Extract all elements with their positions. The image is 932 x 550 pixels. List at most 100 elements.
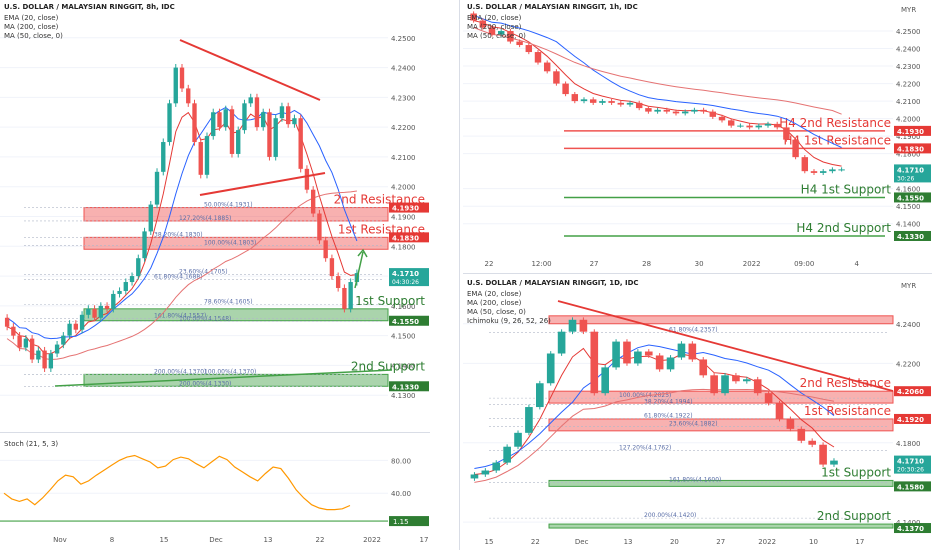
candle-body — [764, 123, 772, 126]
x-tick-label: 22 — [485, 260, 494, 268]
x-tick-label: 15 — [160, 536, 169, 544]
candle-body — [23, 338, 29, 348]
zone-label-resistance: 1st Resistance — [804, 404, 891, 418]
candle-body — [286, 106, 291, 125]
candle-body — [292, 118, 297, 125]
zone-support — [548, 479, 894, 487]
candle-body — [691, 109, 698, 112]
one-hour-chart-panel[interactable]: 4.2500 4.2400 4.2300 4.2200 4.2100 4.2000 4.19… — [463, 0, 932, 272]
zone-label-resistance: 2nd Resistance — [800, 376, 891, 390]
chart-title: U.S. DOLLAR / MALAYSIAN RINGGIT, 1D, IDC — [467, 279, 639, 287]
candle-body — [329, 258, 335, 277]
candle-body — [732, 375, 740, 382]
candle-body — [635, 102, 643, 109]
stochastic-panel[interactable]: Stoch (21, 5, 3) 80.00 40.00 1.15 Nov 8 15 Dec 1… — [0, 434, 430, 550]
candle-body — [590, 331, 599, 394]
candle-body — [117, 290, 122, 294]
candle-body — [123, 282, 128, 291]
candle-body — [775, 403, 784, 419]
fib-label: 200.00%(4.1370) — [154, 368, 206, 375]
candle-body — [699, 359, 708, 376]
fib-label: 61.80%(4.1688) — [154, 274, 203, 281]
fib-label: 100.00%(4.1370) — [204, 368, 256, 375]
candle-body — [335, 276, 341, 288]
candle-body — [543, 62, 551, 72]
candle-body — [562, 83, 569, 95]
candle-body — [700, 109, 707, 112]
y-tick-label: 4.2100 — [391, 154, 416, 162]
price-tag — [894, 143, 931, 154]
x-tick-label: 2022 — [363, 536, 381, 544]
candle-body — [310, 189, 316, 214]
candle-body — [173, 67, 178, 104]
candle-body — [507, 31, 514, 42]
candle-body — [481, 470, 490, 475]
candle-body — [666, 357, 675, 370]
candle-body — [470, 474, 479, 479]
price-tag-value: 4.1550 — [392, 318, 419, 326]
chart-title: U.S. DOLLAR / MALAYSIAN RINGGIT, 8h, IDC — [4, 3, 175, 11]
candle-body — [783, 127, 790, 140]
vertical-divider — [459, 0, 460, 550]
candle-body — [525, 407, 533, 433]
candle-body — [104, 305, 110, 309]
zone-label-support: 2nd Support — [351, 359, 425, 373]
y-tick-label: 4.2200 — [896, 360, 921, 368]
candle-body — [746, 125, 753, 128]
candle-body — [142, 231, 147, 259]
candle-body — [753, 379, 762, 394]
candle-body — [273, 118, 278, 157]
x-tick-label: 2022 — [758, 538, 776, 546]
y-tick-label: 4.2100 — [896, 98, 921, 106]
y-tick-label: 4.2000 — [391, 184, 416, 192]
candle-body — [612, 341, 620, 368]
x-tick-label: 15 — [485, 538, 494, 546]
candle-body — [86, 308, 91, 315]
x-tick-label: 22 — [316, 536, 325, 544]
stoch-y-tick: 80.00 — [391, 457, 411, 465]
y-tick-label: 4.2200 — [391, 124, 416, 132]
trendline-lower — [199, 172, 326, 196]
candle-body — [579, 319, 588, 332]
x-tick-label: 27 — [716, 538, 725, 546]
candle-body — [261, 112, 266, 128]
price-tag — [894, 164, 931, 183]
fib-label: 38.20%(4.1994) — [644, 398, 693, 405]
fib-label: 161.80%(4.1557) — [154, 313, 206, 320]
fib-label: 61.80%(4.2357) — [669, 326, 718, 333]
indicator-legend: MA (200, close) — [4, 23, 59, 31]
fib-label: 200.00%(4.1420) — [644, 512, 696, 519]
candle-body — [568, 319, 577, 332]
candle-body — [111, 293, 116, 309]
stoch-divider — [0, 432, 430, 433]
price-tag — [894, 230, 931, 241]
candle-body — [601, 367, 609, 394]
x-tick-label: 4 — [854, 260, 859, 268]
candle-body — [317, 213, 322, 241]
price-tag-value: 4.1830 — [392, 234, 419, 242]
eight-hour-chart-panel[interactable]: 4.2500 4.2400 4.2300 4.2200 4.2100 4.2000 4.19… — [0, 0, 430, 432]
candle-body — [48, 353, 54, 369]
x-tick-label: 30 — [695, 260, 704, 268]
x-tick-label: 17 — [855, 538, 864, 546]
price-tag — [389, 232, 429, 243]
stoch-line — [3, 454, 351, 511]
candle-body — [764, 393, 773, 404]
fib-label: 78.60%(4.1605) — [204, 298, 253, 305]
zone-label-support: H4 1st Support — [801, 182, 892, 196]
candle-body — [179, 67, 185, 89]
fib-label: 23.60%(4.1882) — [669, 420, 718, 427]
candle-body — [654, 109, 661, 112]
y-tick-label: 4.1300 — [391, 392, 416, 400]
x-tick-label: 12:00 — [531, 260, 551, 268]
ema-line — [474, 347, 835, 475]
y-tick-label: 4.2500 — [391, 35, 416, 43]
candle-body — [79, 314, 85, 330]
candle-body — [838, 169, 845, 171]
candle-body — [516, 41, 523, 46]
indicator-legend: EMA (20, close) — [467, 14, 522, 22]
price-tag-value: 4.1710 — [897, 166, 924, 174]
y-tick-label: 4.2400 — [391, 65, 416, 73]
price-tag — [894, 523, 931, 534]
